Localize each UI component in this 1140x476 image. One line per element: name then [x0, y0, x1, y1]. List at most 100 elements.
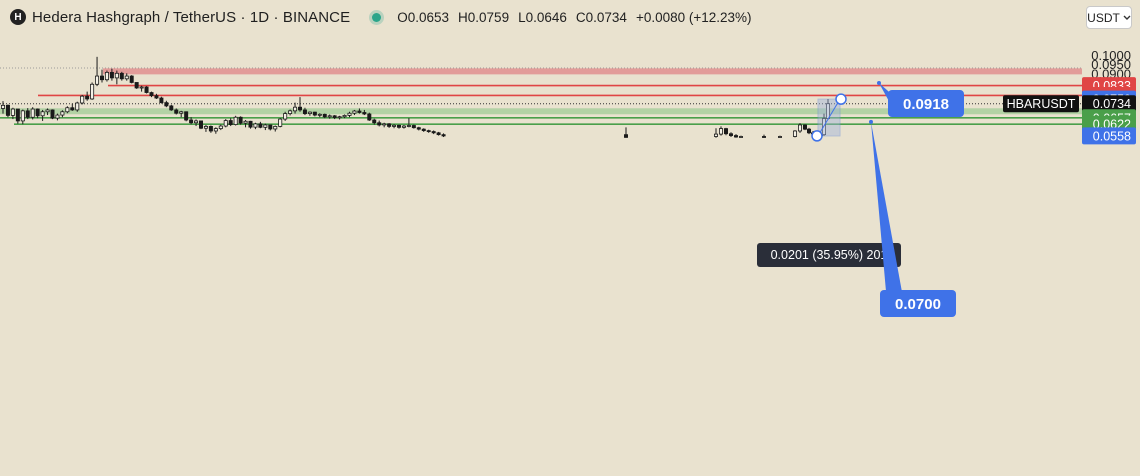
main-candle-87[interactable] [431, 131, 436, 134]
main-candle-25[interactable] [124, 75, 129, 80]
main-candle-68[interactable] [337, 116, 342, 119]
late-candle-9[interactable] [793, 130, 798, 137]
main-candle-5[interactable] [25, 110, 30, 118]
main-candle-46[interactable] [228, 120, 233, 125]
main-candle-56[interactable] [278, 118, 283, 127]
main-candle-7[interactable] [35, 108, 40, 117]
main-candle-43[interactable] [213, 128, 218, 132]
main-candle-59[interactable] [293, 106, 298, 112]
main-candle-58[interactable] [288, 110, 293, 114]
symbol-title[interactable]: Hedera Hashgraph / TetherUS · 1D · BINAN… [32, 8, 351, 26]
late-candle-7[interactable] [762, 136, 767, 138]
main-candle-10[interactable] [50, 109, 55, 119]
price-tag-0.0734[interactable] [1082, 95, 1136, 113]
main-candle-42[interactable] [208, 126, 213, 132]
main-candle-67[interactable] [332, 115, 337, 119]
main-candle-48[interactable] [238, 116, 243, 124]
main-candle-35[interactable] [174, 109, 179, 114]
late-candle-2[interactable] [719, 128, 724, 135]
main-candle-14[interactable] [70, 107, 75, 111]
main-candle-20[interactable] [100, 75, 105, 81]
main-candle-71[interactable] [352, 110, 357, 114]
main-candle-85[interactable] [421, 128, 426, 132]
main-candle-44[interactable] [218, 125, 223, 130]
main-candle-89[interactable] [441, 134, 446, 137]
late-candle-4[interactable] [729, 133, 734, 136]
late-candle-0[interactable] [624, 134, 629, 138]
late-candle-10[interactable] [798, 124, 803, 132]
main-candle-88[interactable] [436, 132, 441, 136]
main-candle-4[interactable] [20, 110, 25, 122]
main-candle-13[interactable] [65, 107, 70, 113]
main-candle-53[interactable] [263, 124, 268, 128]
main-candle-36[interactable] [179, 111, 184, 114]
main-candle-52[interactable] [258, 123, 263, 128]
main-candle-38[interactable] [189, 119, 194, 124]
main-candle-3[interactable] [15, 108, 20, 122]
main-candle-39[interactable] [194, 120, 199, 124]
main-candle-73[interactable] [362, 112, 367, 115]
main-candle-30[interactable] [149, 92, 154, 97]
late-candle-5[interactable] [734, 135, 739, 138]
main-candle-70[interactable] [347, 112, 352, 116]
main-candle-74[interactable] [367, 113, 372, 121]
main-candle-40[interactable] [198, 120, 203, 129]
main-candle-0[interactable] [0, 104, 6, 109]
main-candle-6[interactable] [30, 108, 35, 118]
main-candle-37[interactable] [184, 111, 189, 121]
main-candle-79[interactable] [392, 124, 397, 127]
main-candle-82[interactable] [406, 125, 411, 127]
main-candle-21[interactable] [104, 71, 109, 81]
main-candle-22[interactable] [109, 71, 114, 79]
late-candle-8[interactable] [778, 136, 783, 138]
main-candle-54[interactable] [268, 124, 273, 130]
main-candle-26[interactable] [129, 75, 134, 83]
main-candle-61[interactable] [302, 109, 307, 114]
main-candle-8[interactable] [40, 111, 45, 117]
main-candle-84[interactable] [416, 127, 421, 130]
price-zone-1[interactable] [0, 108, 1082, 115]
main-candle-80[interactable] [396, 124, 401, 128]
main-candle-77[interactable] [382, 123, 387, 126]
late-candle-11[interactable] [803, 124, 808, 130]
main-candle-15[interactable] [75, 102, 80, 111]
main-candle-11[interactable] [55, 114, 60, 119]
main-candle-65[interactable] [322, 113, 327, 118]
main-candle-28[interactable] [139, 86, 144, 89]
late-candle-3[interactable] [724, 128, 729, 135]
callout-box-1[interactable] [880, 290, 956, 317]
main-candle-63[interactable] [312, 111, 317, 116]
main-candle-19[interactable] [95, 75, 100, 85]
main-candle-49[interactable] [243, 120, 248, 124]
main-candle-86[interactable] [426, 130, 431, 133]
main-candle-2[interactable] [10, 108, 15, 116]
late-candle-6[interactable] [739, 136, 744, 138]
main-candle-16[interactable] [80, 95, 85, 104]
main-candle-32[interactable] [159, 97, 164, 104]
price-zone-0[interactable] [103, 68, 1082, 75]
main-candle-60[interactable] [297, 106, 302, 111]
price-tag-0.0558[interactable] [1082, 127, 1136, 145]
main-candle-69[interactable] [342, 115, 347, 118]
market-status-icon[interactable] [372, 12, 382, 22]
main-candle-23[interactable] [114, 72, 119, 79]
symbol-tag[interactable] [1003, 95, 1079, 113]
main-candle-41[interactable] [203, 126, 208, 129]
late-candle-1[interactable] [714, 133, 719, 137]
main-candle-29[interactable] [144, 86, 149, 93]
main-candle-47[interactable] [233, 116, 238, 125]
late-candle-12[interactable] [807, 128, 812, 134]
main-candle-31[interactable] [154, 95, 159, 99]
main-candle-33[interactable] [164, 102, 169, 107]
main-candle-50[interactable] [248, 120, 253, 128]
main-candle-18[interactable] [90, 83, 95, 100]
currency-selector[interactable]: USDT [1086, 6, 1132, 29]
main-candle-9[interactable] [45, 109, 50, 113]
main-candle-81[interactable] [401, 125, 406, 128]
main-candle-76[interactable] [377, 122, 382, 126]
main-candle-55[interactable] [273, 126, 278, 130]
main-candle-27[interactable] [134, 82, 139, 89]
main-candle-78[interactable] [387, 123, 392, 127]
main-candle-17[interactable] [85, 95, 90, 100]
